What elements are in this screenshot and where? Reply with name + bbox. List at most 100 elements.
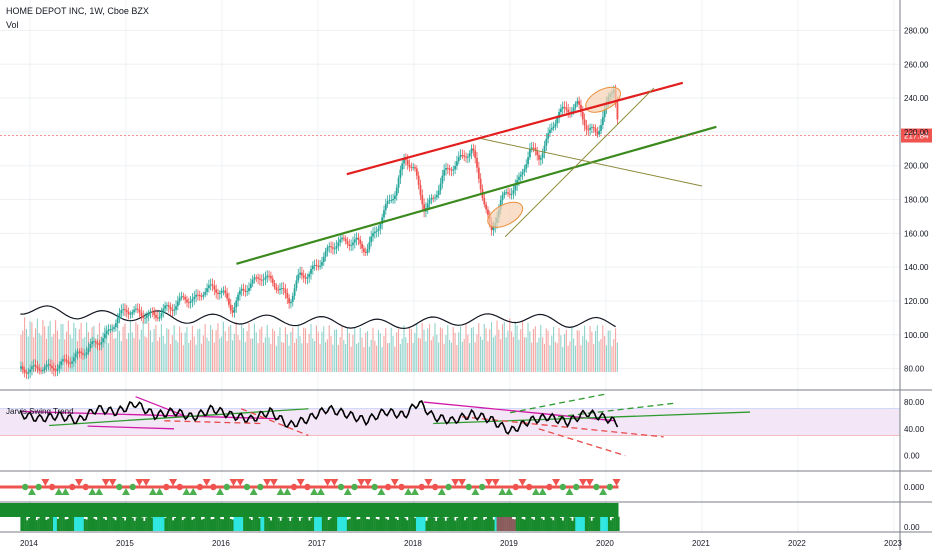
volume-bar (310, 324, 312, 372)
volume-bar (162, 335, 164, 372)
volume-bar (494, 335, 496, 372)
volume-bar (144, 336, 146, 372)
candle-body (288, 298, 291, 304)
candle-body (381, 217, 384, 225)
volume-bar (124, 323, 126, 372)
candle-body (446, 167, 449, 169)
histogram-bar (168, 515, 171, 531)
histogram-bar (592, 517, 595, 531)
histogram-bar (101, 515, 104, 531)
candle-body (441, 175, 444, 184)
volume-bar (529, 331, 531, 372)
histogram-bar (150, 517, 154, 531)
candle-body (315, 264, 318, 266)
cso-dot (512, 483, 519, 491)
candle-body (435, 195, 438, 198)
histogram-bar (108, 515, 111, 531)
candle-body (273, 282, 276, 288)
histogram-bar (264, 515, 267, 531)
histogram-bar (558, 515, 561, 531)
histogram-bar (185, 515, 188, 531)
candle-body (71, 361, 73, 364)
histogram-bar (611, 518, 614, 531)
cso-down-marker (424, 479, 433, 486)
volume-bar (512, 336, 514, 372)
histogram-bar (93, 518, 96, 531)
cso-down-marker (296, 479, 305, 486)
candle-body (406, 160, 409, 165)
candle-body (282, 288, 285, 290)
candle-body (251, 279, 254, 284)
histogram-bar (481, 516, 484, 531)
volume-bar (598, 341, 600, 372)
candle-body (78, 351, 81, 353)
candle-body (324, 251, 327, 257)
histogram-bar (609, 520, 612, 531)
histogram-bar (383, 515, 386, 531)
candle-body (357, 237, 360, 240)
histogram-bar (552, 520, 555, 531)
cso-dot (398, 483, 405, 491)
histogram-bar (275, 515, 278, 531)
resistance-trendline (346, 81, 684, 176)
histogram-bar (471, 516, 474, 531)
candle-body (310, 269, 312, 274)
volume-bar (299, 336, 301, 372)
volume-bar (56, 330, 58, 372)
histogram-bar (166, 515, 169, 531)
histogram-bar (154, 510, 157, 531)
histogram-bar (112, 518, 115, 531)
volume-bar (500, 339, 502, 372)
volume-bar (128, 333, 130, 372)
cso-dot (606, 483, 614, 491)
volume-bar (283, 342, 285, 372)
jarvis-trendline (240, 408, 309, 437)
volume-bar (317, 331, 319, 372)
candle-body (574, 103, 577, 108)
candle-body (94, 341, 97, 343)
histogram-bar (296, 517, 299, 531)
volume-bar (55, 319, 57, 372)
volume-bar (536, 342, 538, 372)
symbol-title[interactable]: HOME DEPOT INC, 1W, Cboe BZX (6, 6, 149, 16)
volume-bar (177, 342, 179, 372)
x-tick-label: 2014 (20, 539, 38, 548)
candle-body (156, 317, 159, 319)
candle-body (231, 310, 234, 313)
volume-bar (551, 335, 553, 372)
volume-bar (213, 342, 215, 372)
volume-bar (153, 328, 155, 372)
cso-dot (351, 483, 358, 491)
x-tick-label: 2019 (500, 539, 518, 548)
histogram-bar (143, 520, 146, 531)
volume-bar (459, 326, 462, 372)
histogram-bar (390, 515, 394, 531)
candle-body (248, 288, 250, 292)
candle-body (550, 128, 553, 130)
histogram-bar (227, 516, 230, 531)
candle-body (549, 129, 551, 134)
cso-up-marker (155, 488, 164, 495)
candle-body (260, 279, 263, 281)
histogram-bar (183, 518, 186, 531)
candle-body (350, 245, 353, 246)
candle-body (171, 309, 174, 311)
volume-bar (549, 345, 551, 372)
cso-down-marker (74, 479, 83, 486)
histogram-bar (517, 515, 520, 531)
candle-body (149, 311, 152, 313)
histogram-bar (222, 519, 225, 531)
cso-down-marker (41, 479, 50, 486)
candle-body (275, 287, 278, 290)
volume-bar (370, 339, 372, 372)
candle-body (264, 277, 267, 280)
volume-bar (221, 336, 223, 372)
volume-bar (295, 338, 297, 372)
volume-bar (284, 327, 286, 372)
histogram-bar (231, 519, 234, 531)
volume-bar (560, 335, 562, 372)
histogram-bar (70, 515, 73, 531)
candle-body (107, 329, 110, 332)
candle-body (89, 344, 92, 349)
